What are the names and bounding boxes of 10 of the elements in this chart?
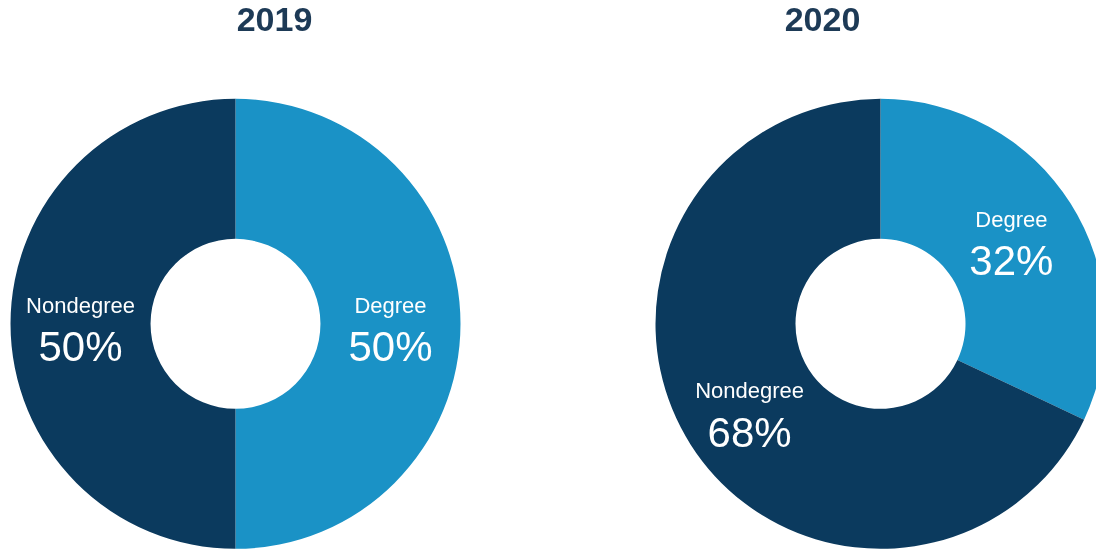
- chart-title: 2019: [236, 0, 313, 38]
- chart-title: 2020: [784, 0, 861, 38]
- slice-label: Degree: [354, 292, 427, 318]
- slice-label: Degree: [975, 207, 1048, 233]
- data-label: 68%: [707, 408, 792, 456]
- slice-label: Nondegree: [26, 292, 135, 318]
- slice-label: Nondegree: [695, 378, 805, 404]
- data-label: 50%: [38, 322, 123, 370]
- data-label: 32%: [969, 237, 1054, 285]
- data-label: 50%: [348, 322, 433, 370]
